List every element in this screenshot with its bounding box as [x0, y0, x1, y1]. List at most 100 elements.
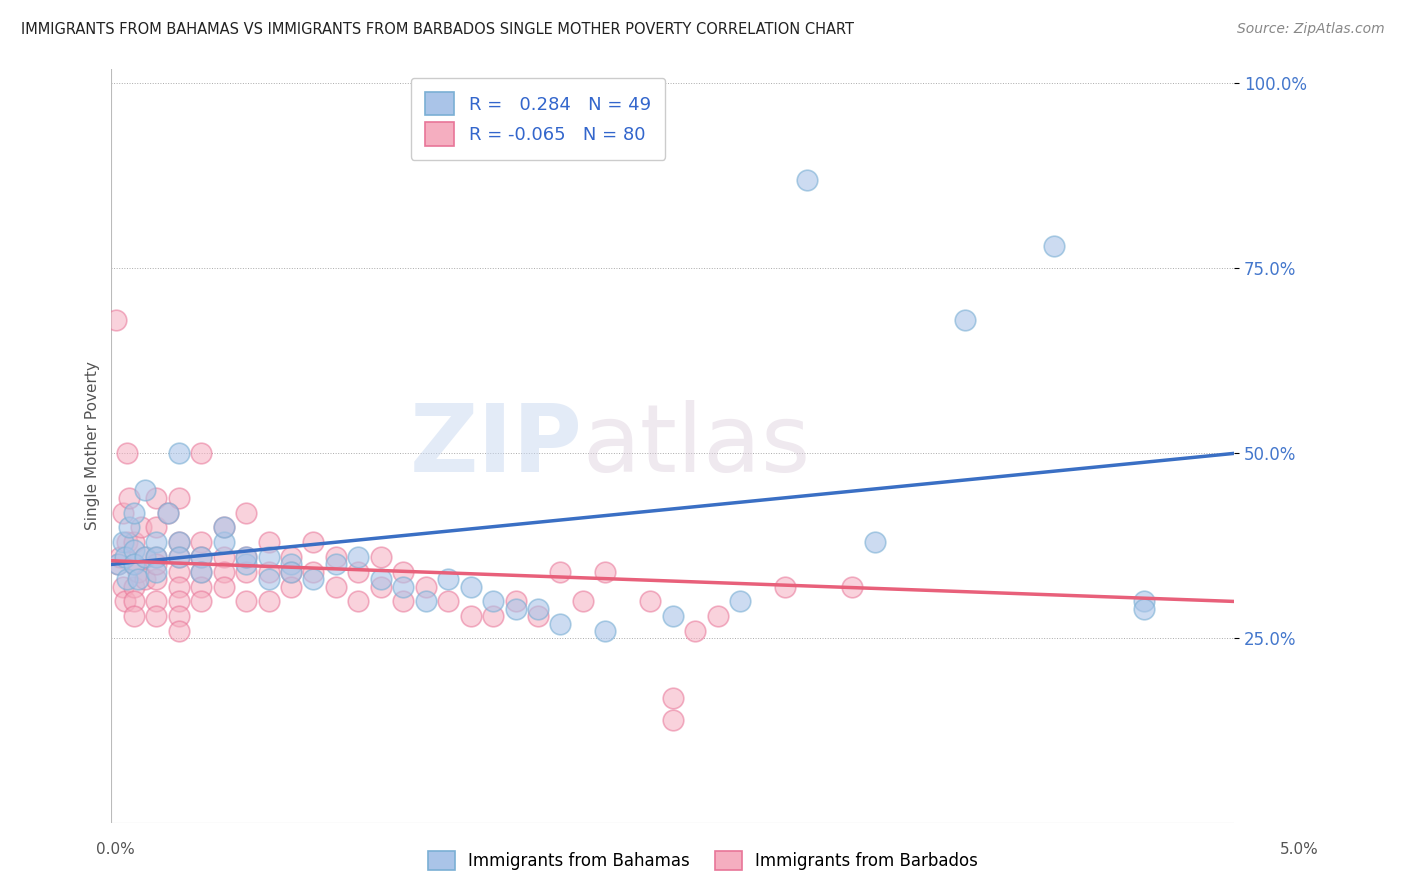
Point [127, 572, 149, 586]
Point [773, 580, 796, 594]
Point [257, 535, 280, 549]
Point [167, 594, 190, 608]
Point [145, 572, 167, 586]
Point [110, 549, 132, 564]
Point [257, 572, 280, 586]
Point [190, 549, 212, 564]
Point [683, 624, 706, 638]
Point [550, 616, 572, 631]
Point [167, 549, 190, 564]
Text: ZIP: ZIP [411, 400, 583, 492]
Point [127, 565, 149, 579]
Point [122, 580, 145, 594]
Point [212, 549, 235, 564]
Point [1133, 594, 1156, 608]
Point [460, 609, 482, 624]
Text: atlas: atlas [583, 400, 811, 492]
Text: 0.0%: 0.0% [96, 842, 135, 856]
Point [167, 609, 190, 624]
Point [167, 565, 190, 579]
Point [190, 535, 212, 549]
Point [257, 565, 280, 579]
Point [156, 506, 179, 520]
Point [661, 609, 683, 624]
Point [347, 594, 370, 608]
Point [107, 558, 129, 572]
Y-axis label: Single Mother Poverty: Single Mother Poverty [86, 361, 100, 531]
Point [460, 580, 482, 594]
Point [122, 542, 145, 557]
Point [167, 535, 190, 549]
Point [235, 506, 257, 520]
Point [280, 558, 302, 572]
Point [145, 609, 167, 624]
Point [122, 506, 145, 520]
Point [595, 565, 617, 579]
Point [190, 565, 212, 579]
Point [257, 594, 280, 608]
Point [527, 609, 550, 624]
Point [235, 549, 257, 564]
Point [550, 565, 572, 579]
Point [1043, 239, 1066, 253]
Point [212, 520, 235, 534]
Point [156, 506, 179, 520]
Point [505, 602, 527, 616]
Point [728, 594, 751, 608]
Point [595, 624, 617, 638]
Point [953, 313, 976, 327]
Point [212, 520, 235, 534]
Point [190, 549, 212, 564]
Point [302, 565, 325, 579]
Text: 5.0%: 5.0% [1279, 842, 1319, 856]
Point [302, 535, 325, 549]
Point [392, 565, 415, 579]
Point [392, 594, 415, 608]
Point [104, 313, 127, 327]
Point [115, 535, 138, 549]
Point [122, 558, 145, 572]
Point [1133, 602, 1156, 616]
Point [190, 594, 212, 608]
Point [437, 594, 460, 608]
Point [145, 535, 167, 549]
Point [505, 594, 527, 608]
Point [280, 565, 302, 579]
Point [145, 594, 167, 608]
Point [167, 549, 190, 564]
Point [212, 535, 235, 549]
Point [347, 549, 370, 564]
Point [114, 594, 136, 608]
Point [111, 535, 134, 549]
Point [115, 572, 138, 586]
Point [111, 506, 134, 520]
Point [482, 609, 505, 624]
Point [527, 602, 550, 616]
Point [122, 535, 145, 549]
Point [841, 580, 863, 594]
Point [370, 572, 392, 586]
Point [572, 594, 595, 608]
Point [235, 565, 257, 579]
Point [325, 549, 347, 564]
Point [257, 549, 280, 564]
Point [145, 491, 167, 505]
Point [118, 491, 141, 505]
Point [190, 565, 212, 579]
Point [122, 558, 145, 572]
Text: IMMIGRANTS FROM BAHAMAS VS IMMIGRANTS FROM BARBADOS SINGLE MOTHER POVERTY CORREL: IMMIGRANTS FROM BAHAMAS VS IMMIGRANTS FR… [21, 22, 853, 37]
Point [134, 572, 156, 586]
Point [167, 491, 190, 505]
Point [167, 446, 190, 460]
Point [370, 580, 392, 594]
Point [107, 558, 129, 572]
Point [482, 594, 505, 608]
Point [134, 483, 156, 498]
Point [114, 549, 136, 564]
Point [145, 549, 167, 564]
Point [190, 446, 212, 460]
Point [118, 520, 141, 534]
Point [347, 565, 370, 579]
Point [325, 558, 347, 572]
Point [302, 572, 325, 586]
